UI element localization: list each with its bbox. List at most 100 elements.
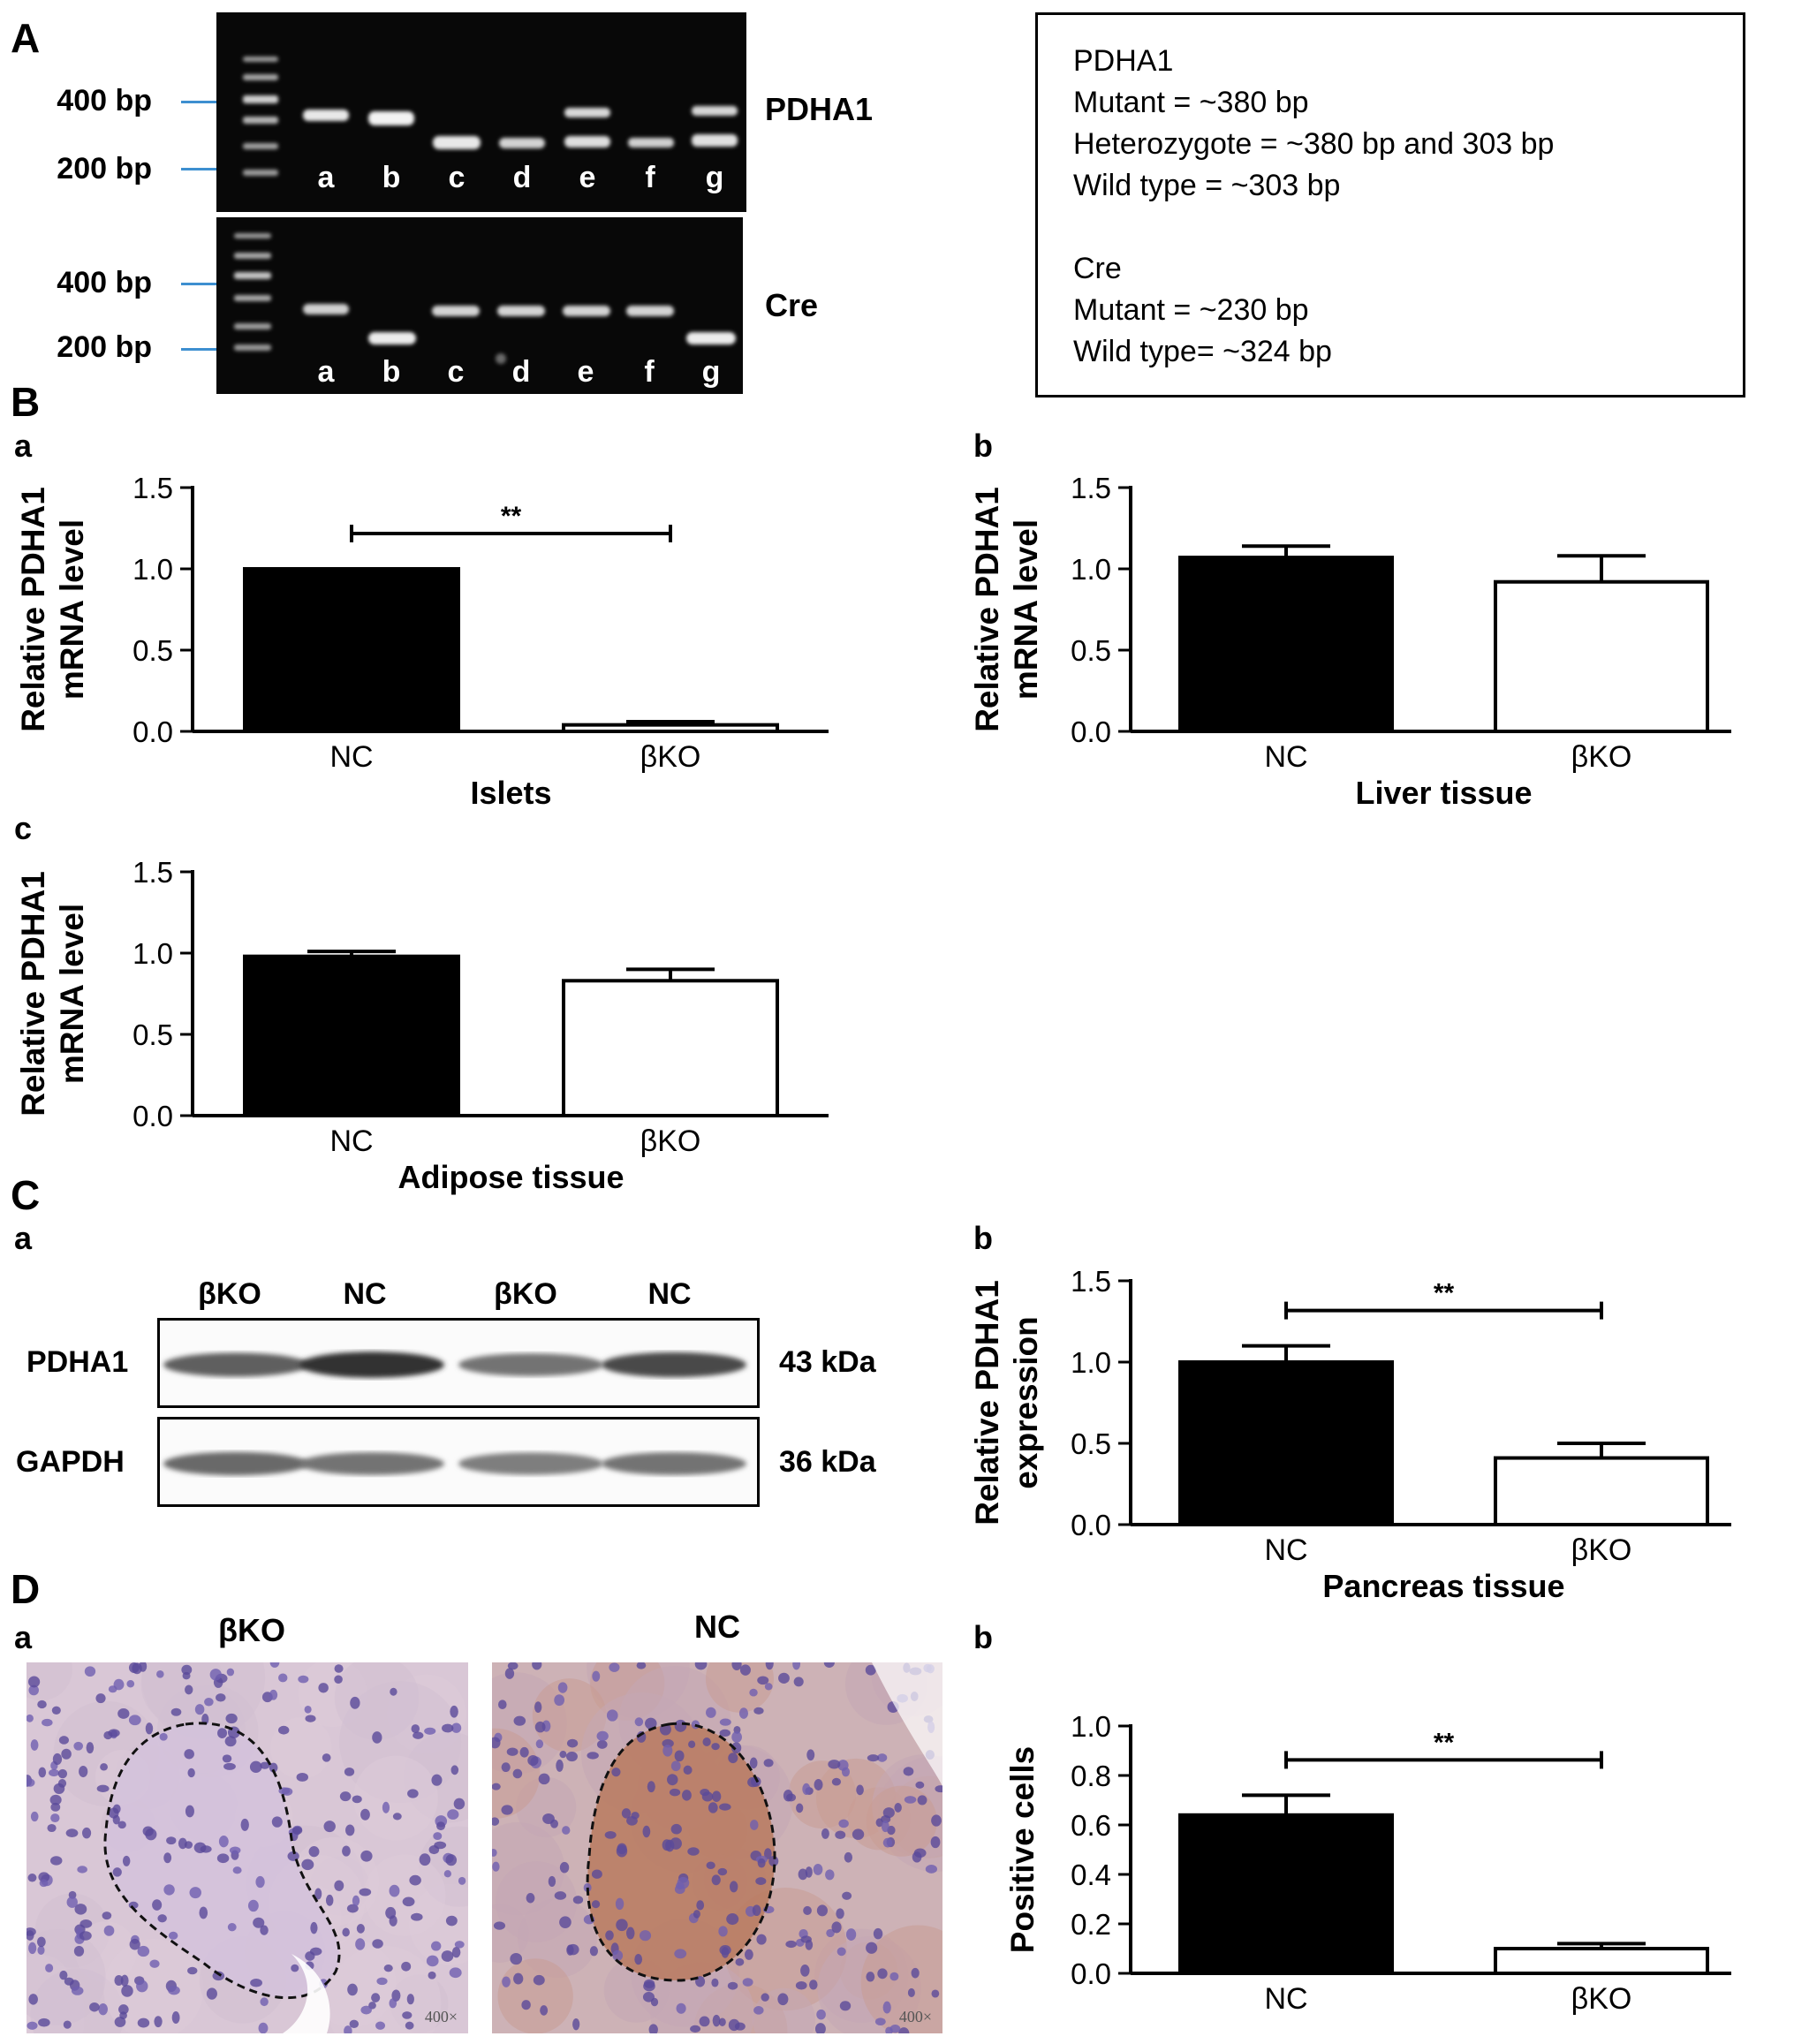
cell-nucleus <box>50 1813 60 1823</box>
cell-nucleus <box>342 1845 351 1857</box>
cell-nucleus <box>548 1875 556 1887</box>
cell-nucleus <box>778 1672 790 1684</box>
cell-nucleus <box>683 1765 693 1775</box>
cell-nucleus <box>199 1906 208 1919</box>
cell-nucleus <box>52 1753 63 1766</box>
ihc-nc-tissue <box>492 1662 942 2033</box>
cell-nucleus <box>407 1789 419 1798</box>
cell-nucleus <box>566 1738 579 1748</box>
cell-nucleus <box>835 1830 846 1839</box>
pdha1-marker-400-line <box>181 101 231 103</box>
cell-nucleus <box>308 1846 320 1858</box>
cell-nucleus <box>121 1985 133 1997</box>
pdha1-gel-image: a b c d e f g <box>216 12 746 212</box>
cell-nucleus <box>837 1760 849 1771</box>
cell-nucleus <box>389 1884 400 1897</box>
y-axis-title: Relative PDHA1 <box>969 487 1005 732</box>
cell-nucleus <box>526 1893 535 1904</box>
y-tick-label: 0.0 <box>132 715 173 748</box>
pdha1-marker-400: 400 bp <box>57 84 152 117</box>
cell-nucleus <box>711 1874 721 1886</box>
pdha1-lane-b: b <box>382 161 401 194</box>
cell-nucleus <box>185 1805 194 1818</box>
cell-nucleus <box>752 1904 761 1917</box>
cell-nucleus <box>454 1941 465 1949</box>
cell-nucleus <box>493 1921 506 1930</box>
cell-nucleus <box>749 1757 758 1769</box>
cell-nucleus <box>836 1908 844 1919</box>
sublabel-db: b <box>973 1619 993 1655</box>
cell-nucleus <box>81 1827 92 1839</box>
cell-nucleus <box>360 2005 372 2015</box>
cell-nucleus <box>701 1791 714 1802</box>
cell-nucleus <box>413 1731 424 1739</box>
significance-stars: ** <box>1434 1279 1455 1308</box>
cell-nucleus <box>706 1861 715 1869</box>
cell-nucleus <box>226 1668 235 1677</box>
cell-nucleus <box>36 1936 46 1948</box>
cell-nucleus <box>383 1964 393 1972</box>
cell-nucleus <box>712 2014 721 2027</box>
cell-nucleus <box>424 1727 436 1735</box>
cell-nucleus <box>844 1851 853 1863</box>
cell-nucleus <box>187 1768 195 1778</box>
cell-nucleus <box>447 1809 459 1820</box>
cell-nucleus <box>650 1997 659 2007</box>
ihc-bko-tissue <box>26 1662 468 2033</box>
cell-nucleus <box>497 1700 507 1710</box>
cell-nucleus <box>405 2021 414 2030</box>
ihc-image-bko: 400× <box>26 1662 468 2033</box>
cell-nucleus <box>37 1700 47 1709</box>
cell-nucleus <box>66 1896 78 1908</box>
sublabel-bb: b <box>973 428 993 464</box>
x-tick-label: NC <box>329 740 373 774</box>
cell-nucleus <box>269 1662 280 1668</box>
cell-nucleus <box>206 1987 217 2000</box>
cell-nucleus <box>163 1884 175 1896</box>
cell-nucleus <box>49 1794 62 1806</box>
cell-nucleus <box>731 1662 742 1670</box>
ihc-title-nc: NC <box>694 1609 740 1645</box>
cell-nucleus <box>742 1978 753 1987</box>
tissue-patch <box>353 1755 438 1841</box>
cell-nucleus <box>382 1801 390 1813</box>
cell-nucleus <box>721 1947 730 1958</box>
cell-nucleus <box>816 2009 826 2020</box>
wb-lane-1: βKO <box>198 1277 261 1311</box>
cell-nucleus <box>232 1866 242 1874</box>
wb-band <box>602 1452 746 1475</box>
cell-nucleus <box>304 1705 312 1714</box>
cell-nucleus <box>98 2002 108 2016</box>
cell-nucleus <box>706 1707 716 1718</box>
cell-nucleus <box>792 1662 801 1670</box>
cell-nucleus <box>356 1923 365 1934</box>
cell-nucleus <box>674 1719 687 1732</box>
cell-nucleus <box>839 2001 852 2011</box>
bar-βKO <box>1494 579 1709 733</box>
cell-nucleus <box>305 1715 316 1722</box>
cell-nucleus <box>73 1945 85 1957</box>
cell-nucleus <box>591 1900 601 1909</box>
cell-nucleus <box>527 1754 539 1766</box>
cell-nucleus <box>647 1781 655 1793</box>
cell-nucleus <box>753 2006 764 2015</box>
cell-nucleus <box>71 1986 84 1995</box>
bar-NC <box>1178 556 1394 734</box>
cell-nucleus <box>159 1732 168 1741</box>
cell-nucleus <box>129 1938 140 1950</box>
cell-nucleus <box>667 1774 678 1786</box>
y-axis-title: Relative PDHA1 <box>969 1280 1005 1525</box>
cell-nucleus <box>126 1680 135 1688</box>
cell-nucleus <box>634 1717 644 1727</box>
cell-nucleus <box>693 1910 700 1919</box>
cell-nucleus <box>253 1917 265 1928</box>
cell-nucleus <box>108 1807 119 1819</box>
cell-nucleus <box>735 1957 745 1966</box>
cell-nucleus <box>634 1954 643 1965</box>
cell-nucleus <box>281 1787 293 1796</box>
significance-stars: ** <box>1434 1728 1455 1757</box>
cell-nucleus <box>322 1753 331 1762</box>
cell-nucleus <box>301 1859 314 1871</box>
cell-nucleus <box>65 1828 79 1838</box>
cell-nucleus <box>616 1919 628 1932</box>
